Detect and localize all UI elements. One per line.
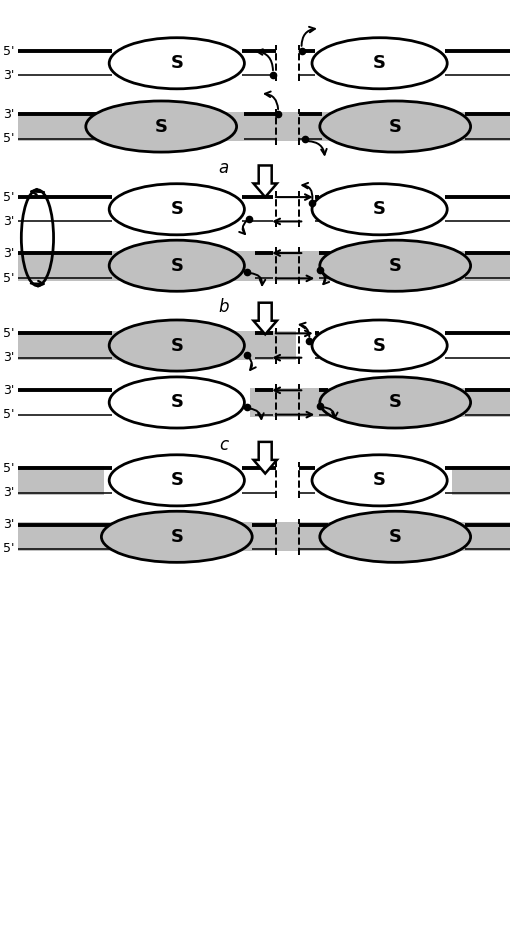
Ellipse shape bbox=[101, 512, 252, 563]
Bar bbox=[18, 331, 296, 360]
Text: a: a bbox=[218, 158, 229, 177]
Ellipse shape bbox=[109, 240, 244, 291]
Text: 3': 3' bbox=[3, 351, 15, 364]
Ellipse shape bbox=[320, 240, 471, 291]
Ellipse shape bbox=[320, 377, 471, 428]
Text: S: S bbox=[170, 54, 183, 72]
Bar bbox=[18, 466, 104, 495]
Bar bbox=[452, 466, 510, 495]
Text: S: S bbox=[389, 118, 402, 136]
FancyArrow shape bbox=[254, 442, 277, 474]
Ellipse shape bbox=[109, 455, 244, 506]
Bar bbox=[18, 112, 510, 141]
Ellipse shape bbox=[312, 455, 447, 506]
Text: S: S bbox=[373, 337, 386, 355]
Text: 5': 5' bbox=[3, 45, 15, 58]
Text: S: S bbox=[170, 257, 183, 274]
FancyArrow shape bbox=[254, 165, 277, 197]
Text: 3': 3' bbox=[3, 214, 15, 228]
Text: S: S bbox=[170, 528, 183, 546]
Ellipse shape bbox=[86, 101, 237, 152]
Text: S: S bbox=[389, 394, 402, 412]
Bar bbox=[18, 522, 510, 551]
Text: S: S bbox=[389, 257, 402, 274]
Ellipse shape bbox=[312, 38, 447, 89]
Ellipse shape bbox=[109, 320, 244, 371]
Ellipse shape bbox=[320, 101, 471, 152]
Text: 3': 3' bbox=[3, 69, 15, 82]
Text: 5': 5' bbox=[3, 191, 15, 204]
Text: S: S bbox=[170, 200, 183, 218]
Bar bbox=[250, 388, 510, 417]
Ellipse shape bbox=[312, 320, 447, 371]
Text: S: S bbox=[170, 337, 183, 355]
Text: S: S bbox=[373, 200, 386, 218]
Text: 3': 3' bbox=[3, 486, 15, 499]
Text: 5': 5' bbox=[3, 326, 15, 340]
Text: S: S bbox=[389, 528, 402, 546]
Text: 3': 3' bbox=[3, 518, 15, 531]
Text: S: S bbox=[170, 472, 183, 490]
Text: 3': 3' bbox=[3, 247, 15, 260]
Text: 3': 3' bbox=[3, 383, 15, 397]
Text: S: S bbox=[373, 54, 386, 72]
Text: 5': 5' bbox=[3, 461, 15, 474]
Text: S: S bbox=[170, 394, 183, 412]
Text: S: S bbox=[373, 472, 386, 490]
Text: b: b bbox=[218, 298, 229, 316]
Text: c: c bbox=[219, 437, 228, 455]
Text: S: S bbox=[155, 118, 168, 136]
Text: 5': 5' bbox=[3, 408, 15, 421]
Text: 5': 5' bbox=[3, 132, 15, 145]
Text: 5': 5' bbox=[3, 271, 15, 285]
Ellipse shape bbox=[109, 38, 244, 89]
FancyArrow shape bbox=[254, 303, 277, 334]
Text: 3': 3' bbox=[3, 108, 15, 121]
Ellipse shape bbox=[320, 512, 471, 563]
Text: 5': 5' bbox=[3, 543, 15, 555]
Ellipse shape bbox=[109, 377, 244, 428]
Bar bbox=[18, 251, 510, 281]
Ellipse shape bbox=[312, 184, 447, 234]
Ellipse shape bbox=[109, 184, 244, 234]
